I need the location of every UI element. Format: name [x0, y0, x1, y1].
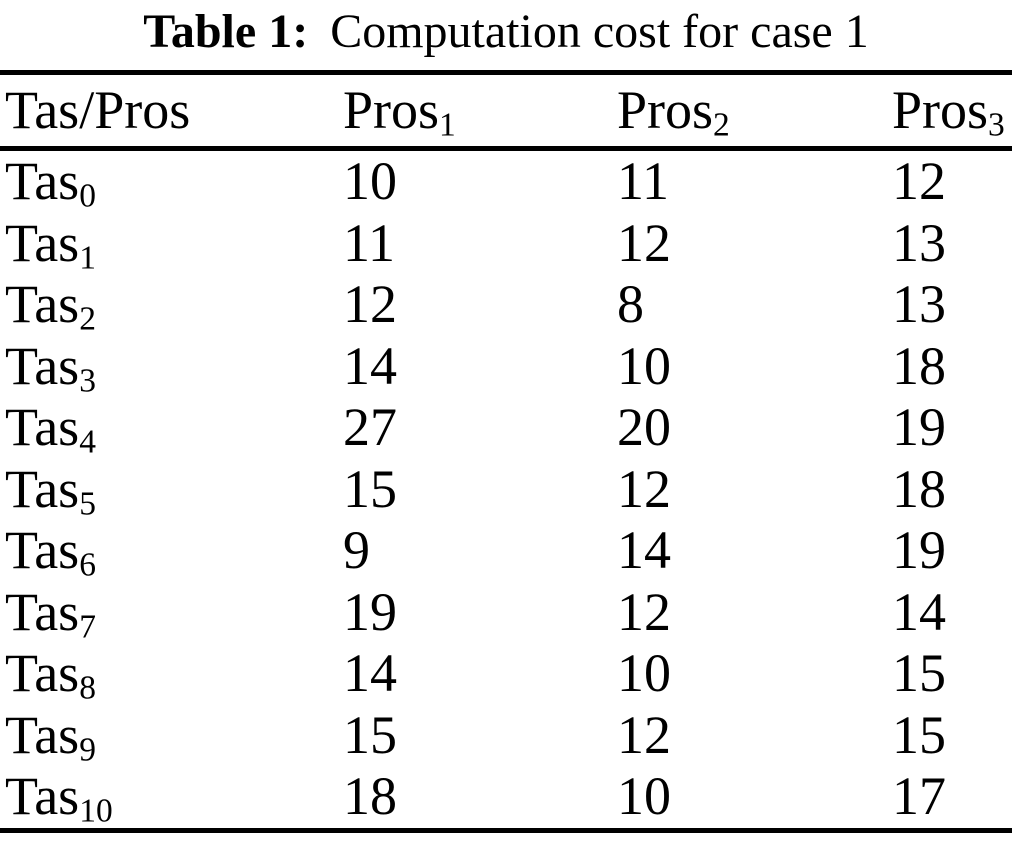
row-label-sub: 8 [79, 669, 96, 707]
cell-value: 14 [892, 581, 946, 642]
column-header-text: Pros [617, 80, 714, 140]
row-label-text: Tas [5, 458, 80, 519]
cell-value: 19 [892, 520, 946, 580]
cell-value: 19 [343, 581, 397, 642]
cell-value: 11 [343, 212, 395, 273]
table-row: Tas0 10 11 12 [0, 151, 1012, 213]
cell-value: 14 [617, 520, 671, 580]
cell-value: 12 [617, 704, 671, 765]
row-label: Tas9 [5, 705, 343, 767]
column-header-sub: 3 [988, 106, 1005, 144]
row-label: Tas2 [5, 274, 343, 336]
cell-value: 12 [617, 212, 671, 273]
cell-value: 27 [343, 397, 397, 457]
cell-value: 11 [617, 151, 669, 211]
row-label: Tas0 [5, 151, 343, 213]
table-top-rule [0, 70, 1012, 75]
table-row: Tas8 14 10 15 [0, 643, 1012, 705]
cell-value: 20 [617, 397, 671, 457]
column-header-sub: 2 [713, 106, 730, 144]
row-label-sub: 6 [79, 546, 96, 584]
row-label: Tas5 [5, 459, 343, 521]
cell-value: 18 [892, 335, 946, 396]
cell-value: 14 [343, 335, 397, 396]
table-row: Tas3 14 10 18 [0, 336, 1012, 398]
column-header-tas-pros: Tas/Pros [5, 75, 343, 146]
table-row: Tas5 15 12 18 [0, 459, 1012, 521]
row-label: Tas6 [5, 520, 343, 582]
cell-value: 15 [343, 704, 397, 765]
row-label: Tas8 [5, 643, 343, 705]
row-label: Tas10 [5, 766, 343, 828]
cell-value: 17 [892, 766, 946, 826]
table-row: Tas9 15 12 15 [0, 705, 1012, 767]
column-header-pros2: Pros2 [617, 75, 892, 146]
cell-value: 18 [343, 766, 397, 826]
cell-value: 14 [343, 643, 397, 703]
row-label-sub: 4 [79, 423, 96, 461]
cell-value: 10 [617, 335, 671, 396]
cell-value: 12 [892, 151, 946, 211]
column-header-text: Pros [343, 80, 440, 140]
table-header-row: Tas/Pros Pros1 Pros2 Pros3 [0, 75, 1012, 146]
row-label-sub: 7 [79, 607, 96, 645]
row-label-text: Tas [5, 581, 80, 642]
cell-value: 13 [892, 212, 946, 273]
column-header-text: Tas/Pros [5, 80, 191, 140]
cell-value: 12 [617, 581, 671, 642]
row-label: Tas3 [5, 336, 343, 398]
row-label-sub: 10 [79, 792, 113, 830]
row-label: Tas7 [5, 582, 343, 644]
cell-value: 9 [343, 520, 370, 580]
column-header-sub: 1 [439, 106, 456, 144]
cell-value: 10 [617, 766, 671, 826]
row-label-text: Tas [5, 397, 80, 457]
row-label-text: Tas [5, 520, 80, 580]
row-label-text: Tas [5, 704, 80, 765]
row-label-text: Tas [5, 274, 80, 334]
table-header-rule [0, 146, 1012, 151]
row-label-sub: 1 [79, 238, 96, 276]
cell-value: 18 [892, 458, 946, 519]
table-bottom-rule [0, 827, 1012, 833]
row-label-text: Tas [5, 643, 80, 703]
table-caption-text: Computation cost for case 1 [330, 5, 869, 58]
table-caption: Table 1: Computation cost for case 1 [0, 0, 1012, 70]
computation-cost-table: Tas/Pros Pros1 Pros2 Pros3 Tas0 10 11 12… [0, 70, 1012, 833]
cell-value: 10 [617, 643, 671, 703]
row-label-sub: 3 [79, 361, 96, 399]
table-row: Tas1 11 12 13 [0, 213, 1012, 275]
cell-value: 12 [617, 458, 671, 519]
row-label-sub: 2 [79, 300, 96, 338]
cell-value: 10 [343, 151, 397, 211]
cell-value: 12 [343, 274, 397, 334]
table-row: Tas4 27 20 19 [0, 397, 1012, 459]
table-row: Tas7 19 12 14 [0, 582, 1012, 644]
cell-value: 13 [892, 274, 946, 334]
row-label-text: Tas [5, 335, 80, 396]
column-header-pros1: Pros1 [343, 75, 617, 146]
row-label-text: Tas [5, 151, 80, 211]
cell-value: 15 [892, 704, 946, 765]
table-caption-label: Table 1: [143, 5, 309, 58]
table-row: Tas10 18 10 17 [0, 766, 1012, 828]
column-header-text: Pros [892, 80, 989, 140]
row-label-text: Tas [5, 212, 80, 273]
column-header-pros3: Pros3 [892, 75, 1012, 146]
row-label: Tas1 [5, 213, 343, 275]
row-label: Tas4 [5, 397, 343, 459]
row-label-sub: 9 [79, 730, 96, 768]
cell-value: 15 [343, 458, 397, 519]
row-label-sub: 0 [79, 177, 96, 215]
cell-value: 8 [617, 274, 644, 334]
cell-value: 19 [892, 397, 946, 457]
table-row: Tas2 12 8 13 [0, 274, 1012, 336]
table-row: Tas6 9 14 19 [0, 520, 1012, 582]
cell-value: 15 [892, 643, 946, 703]
row-label-sub: 5 [79, 484, 96, 522]
row-label-text: Tas [5, 766, 80, 826]
